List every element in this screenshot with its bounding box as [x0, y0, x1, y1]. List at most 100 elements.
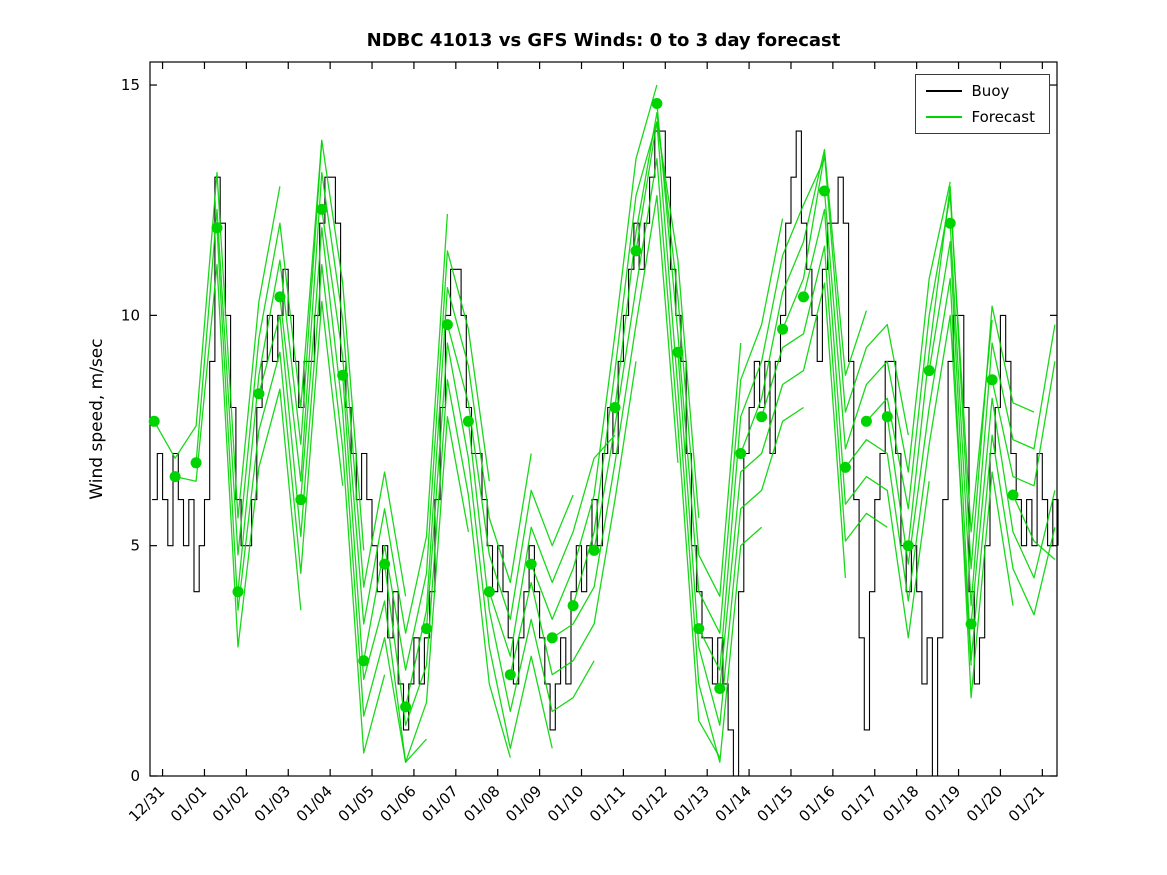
legend-label-buoy: Buoy — [971, 82, 1010, 100]
forecast-start-marker — [965, 618, 977, 630]
legend-item-buoy: Buoy — [925, 82, 1035, 100]
forecast-line — [886, 277, 1014, 699]
forecast-start-marker — [798, 291, 809, 303]
forecast-start-marker — [421, 623, 432, 635]
forecast-line — [656, 103, 784, 634]
forecast-start-marker — [777, 323, 789, 335]
forecast-line — [740, 148, 868, 454]
x-tick-label: 01/06 — [376, 782, 419, 825]
x-tick-label: 01/13 — [670, 782, 713, 825]
forecast-line — [1012, 494, 1056, 560]
forecast-start-marker — [1007, 489, 1019, 501]
forecast-start-marker — [839, 461, 851, 473]
forecast-line — [530, 84, 658, 621]
forecast-start-marker — [169, 471, 181, 483]
forecast-line — [719, 282, 847, 689]
x-tick-label: 01/03 — [251, 782, 294, 825]
buoy-line-swatch — [925, 90, 962, 92]
forecast-start-marker — [630, 245, 642, 257]
forecast-line — [593, 158, 721, 758]
forecast-start-marker — [860, 415, 872, 427]
forecast-start-marker — [714, 683, 726, 694]
forecast-line — [614, 112, 742, 597]
forecast-line — [677, 352, 804, 726]
forecast-line — [949, 223, 1056, 607]
x-tick-label: 01/21 — [1005, 782, 1048, 825]
y-tick-label: 10 — [121, 306, 140, 324]
forecast-line — [342, 375, 470, 763]
forecast-line — [363, 250, 490, 671]
forecast-line — [279, 171, 407, 597]
buoy-line — [152, 130, 1059, 777]
forecast-start-marker — [504, 669, 516, 681]
forecast-line — [802, 208, 930, 639]
forecast-start-marker — [735, 448, 747, 459]
forecast-start-marker — [379, 558, 391, 570]
forecast-start-marker — [462, 415, 474, 427]
forecast-line — [488, 434, 616, 657]
forecast-start-marker — [274, 291, 286, 303]
y-axis-label: Wind speed, m/sec — [87, 338, 107, 500]
forecast-line — [823, 181, 951, 473]
forecast-start-marker — [441, 319, 453, 331]
forecast-line — [551, 194, 679, 639]
forecast-start-marker — [253, 388, 265, 400]
y-tick-label: 0 — [130, 767, 140, 785]
legend-item-forecast: Forecast — [925, 108, 1035, 126]
x-tick-label: 01/01 — [167, 782, 210, 825]
x-tick-label: 01/15 — [754, 782, 797, 825]
forecast-start-marker — [211, 222, 223, 234]
forecast-start-marker — [232, 586, 244, 598]
x-tick-label: 01/09 — [502, 782, 545, 825]
forecast-line — [153, 171, 281, 519]
forecast-start-marker — [190, 457, 202, 469]
forecast-line — [321, 209, 449, 634]
forecast-line — [174, 264, 302, 648]
forecast-start-marker — [588, 544, 600, 556]
forecast-line — [991, 361, 1056, 487]
forecast-line — [258, 264, 386, 754]
forecast-line — [635, 121, 763, 763]
chart-title: NDBC 41013 vs GFS Winds: 0 to 3 day fore… — [366, 30, 841, 51]
forecast-start-marker — [693, 623, 705, 635]
forecast-line — [383, 379, 511, 758]
x-tick-label: 12/31 — [125, 782, 168, 825]
forecast-start-marker — [316, 203, 328, 215]
y-tick-label: 5 — [130, 537, 140, 555]
forecast-start-marker — [902, 540, 914, 552]
forecast-line — [760, 245, 888, 542]
forecast-line — [216, 227, 344, 611]
forecast-start-marker — [400, 701, 412, 713]
x-tick-label: 01/11 — [586, 782, 629, 825]
forecast-line — [446, 324, 574, 621]
legend: Buoy Forecast — [914, 74, 1050, 134]
forecast-start-marker — [672, 346, 684, 358]
forecast-line — [970, 397, 1056, 625]
forecast-line — [237, 139, 365, 592]
forecast-start-marker — [483, 586, 495, 598]
forecast-start-marker — [881, 411, 893, 423]
x-tick-label: 01/10 — [544, 782, 587, 825]
forecast-start-marker — [756, 411, 768, 423]
x-tick-label: 01/08 — [460, 782, 503, 825]
forecast-line — [425, 342, 553, 750]
forecast-start-marker — [546, 632, 558, 644]
x-tick-label: 01/04 — [293, 782, 336, 825]
forecast-line — [467, 421, 595, 713]
forecast-start-marker — [148, 415, 160, 427]
forecast-line — [907, 185, 1035, 570]
forecast-start-marker — [525, 558, 537, 570]
forecast-line — [928, 241, 1056, 662]
forecast-line — [572, 121, 700, 606]
x-tick-label: 01/18 — [879, 782, 922, 825]
forecast-line — [844, 314, 972, 666]
forecast-start-marker — [337, 369, 349, 381]
forecast-line — [781, 153, 909, 436]
x-tick-label: 01/20 — [963, 782, 1006, 825]
forecast-start-marker — [651, 98, 663, 109]
forecast-line — [509, 361, 637, 676]
x-tick-label: 01/19 — [921, 782, 964, 825]
forecast-start-marker — [609, 402, 621, 413]
